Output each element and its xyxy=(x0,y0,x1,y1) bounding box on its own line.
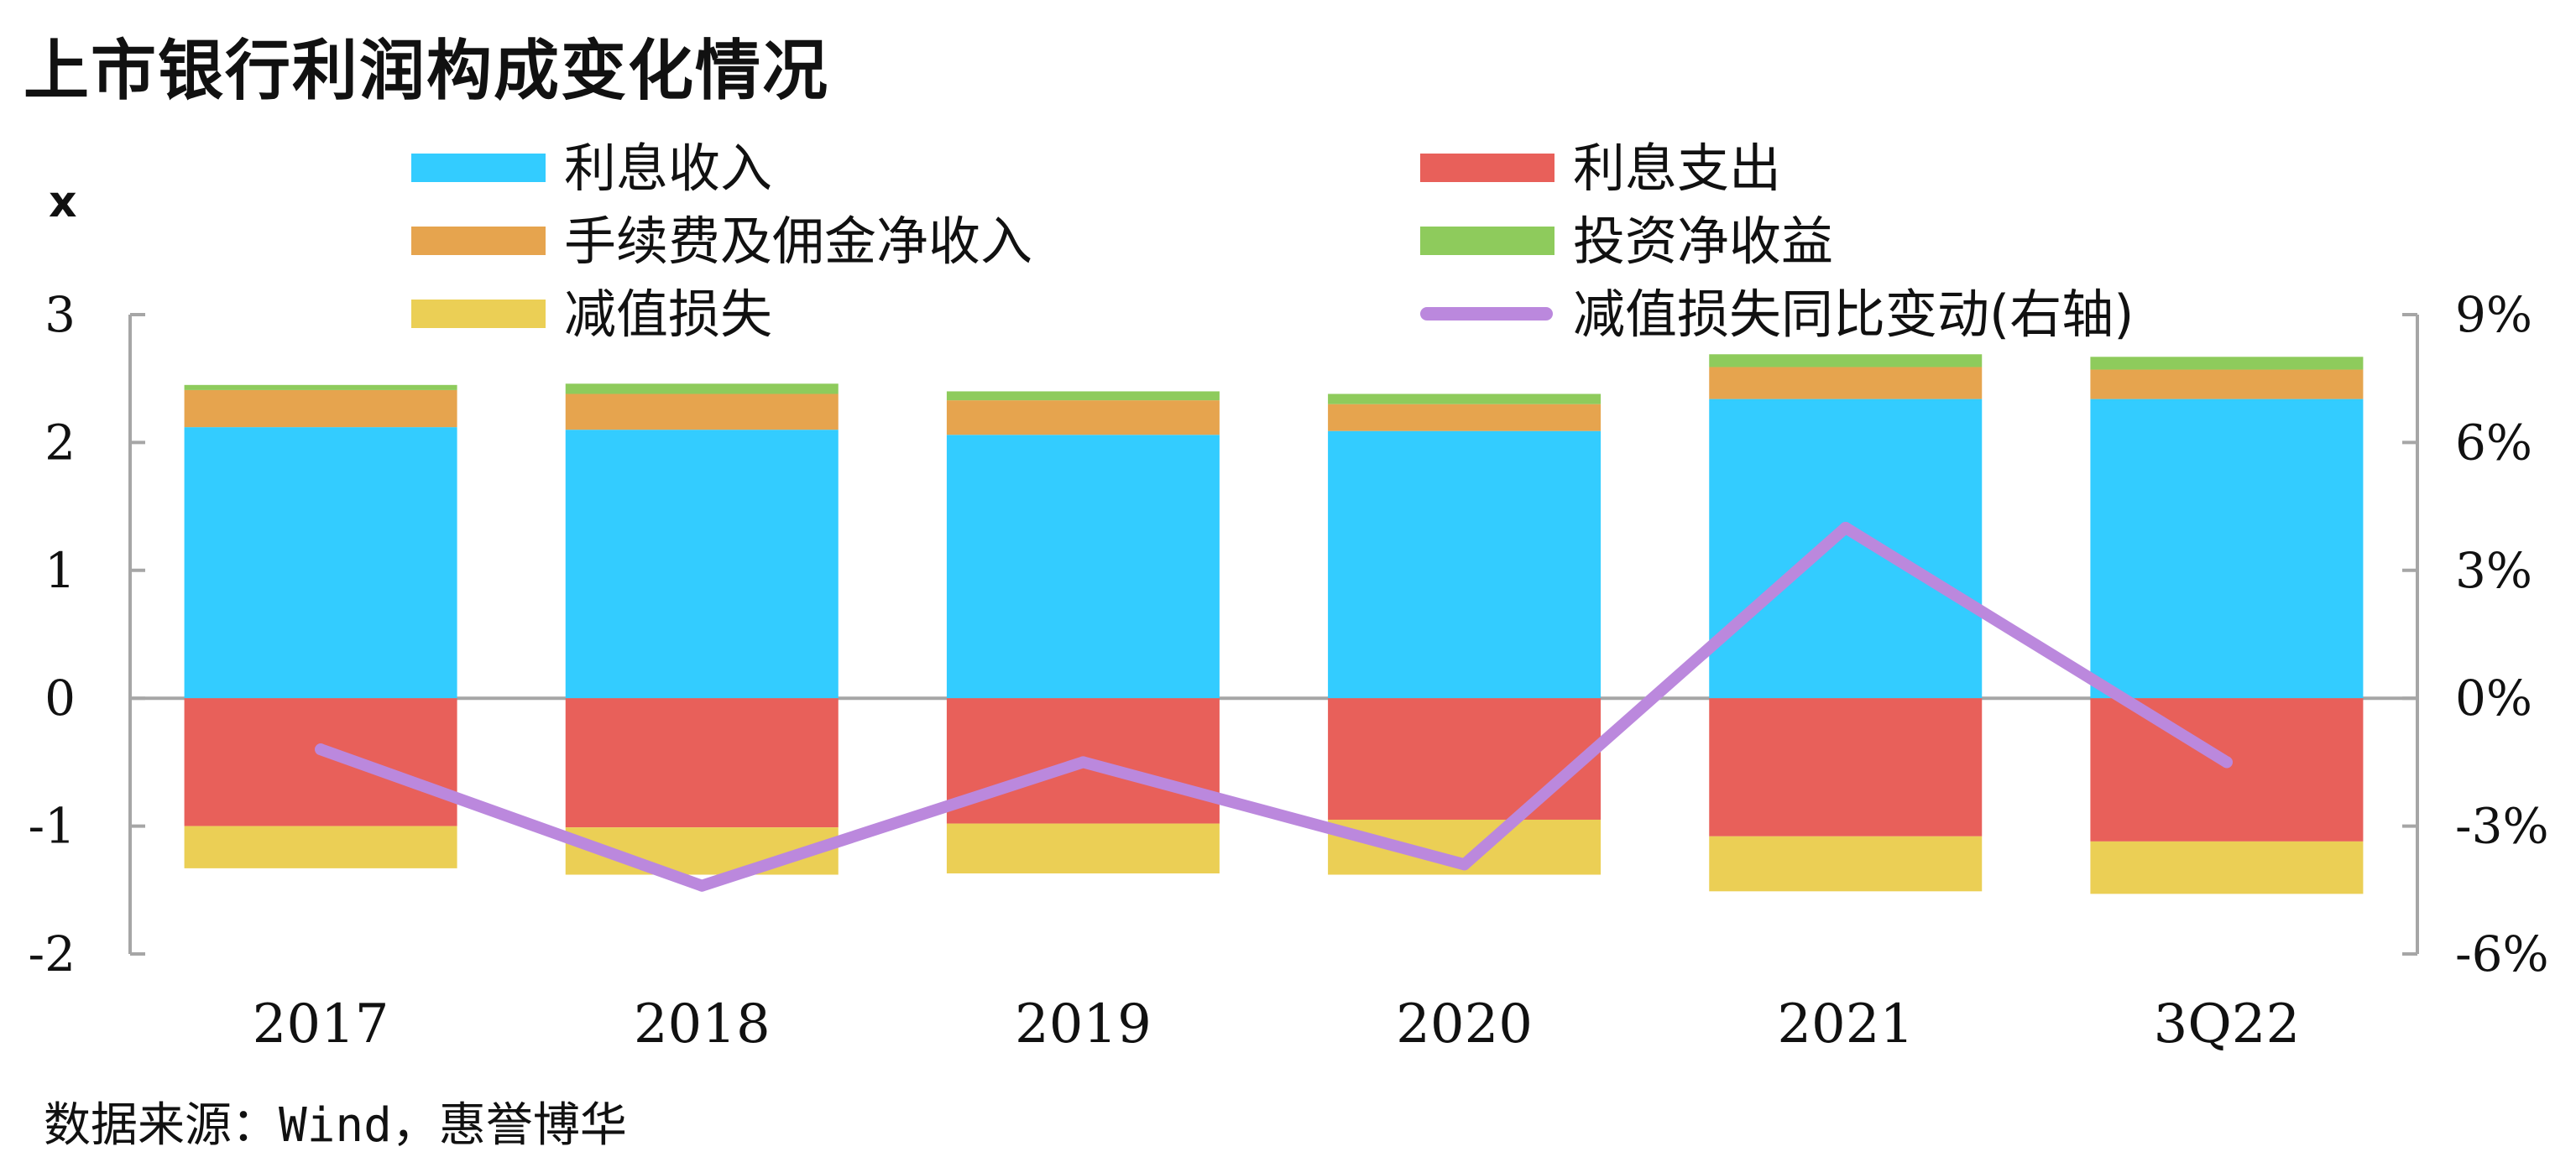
category-label: 2021 xyxy=(1777,993,1914,1055)
bar-segment-投资净收益 xyxy=(565,383,839,394)
axes: -2 -1 0 1 2 3 -6% -3% 0% 3% 6% 9% xyxy=(29,286,2549,982)
bar-segment-减值损失 xyxy=(184,826,457,868)
bar-segment-手续费及佣金净收入 xyxy=(2090,369,2364,399)
left-tick-label: -2 xyxy=(29,925,76,982)
bar-segment-减值损失 xyxy=(2090,841,2364,894)
line-point xyxy=(2220,756,2233,769)
right-tick-label: 0% xyxy=(2455,670,2532,727)
y-axis-label: x xyxy=(49,177,77,227)
legend-label: 利息支出 xyxy=(1573,138,1781,199)
category-label: 2020 xyxy=(1396,993,1533,1055)
legend-label: 投资净收益 xyxy=(1573,211,1833,272)
left-tick-label: 0 xyxy=(44,670,76,727)
bar-segment-手续费及佣金净收入 xyxy=(184,389,457,428)
left-tick-label: 3 xyxy=(44,286,76,343)
bar-segment-投资净收益 xyxy=(946,391,1220,401)
category-label: 3Q22 xyxy=(2154,993,2301,1055)
bar-segment-手续费及佣金净收入 xyxy=(946,400,1220,435)
bar-segment-利息收入 xyxy=(1709,399,1983,699)
category-label: 2018 xyxy=(634,993,771,1055)
bar-segment-利息支出 xyxy=(184,698,457,826)
bar-segment-利息收入 xyxy=(1328,430,1602,699)
line-path xyxy=(315,522,2233,892)
line-series xyxy=(315,522,2233,892)
category-labels: 2017 2018 2019 2020 2021 3Q22 xyxy=(253,993,2301,1055)
left-tick-label: 2 xyxy=(44,414,76,471)
right-tick-label: -6% xyxy=(2455,925,2549,982)
right-tick-label: 6% xyxy=(2455,414,2532,471)
legend-label: 手续费及佣金净收入 xyxy=(564,211,1032,272)
bar-segment-手续费及佣金净收入 xyxy=(1328,404,1602,431)
legend-label: 利息收入 xyxy=(564,138,772,199)
bar-segment-投资净收益 xyxy=(2090,357,2364,370)
bar-segment-利息支出 xyxy=(565,698,839,828)
bar-segment-利息收入 xyxy=(2090,399,2364,699)
right-tick-label: -3% xyxy=(2455,798,2549,855)
left-tick-label: -1 xyxy=(29,798,76,855)
bar-segment-利息支出 xyxy=(2090,698,2364,842)
bar-segment-利息支出 xyxy=(1709,698,1983,836)
bar-segment-利息收入 xyxy=(946,435,1220,699)
legend-swatch xyxy=(1420,154,1554,182)
legend-swatch xyxy=(411,154,546,182)
bar-segment-投资净收益 xyxy=(184,384,457,390)
legend-swatch xyxy=(1420,227,1554,255)
line-point xyxy=(1839,522,1852,534)
line-point xyxy=(1077,756,1089,769)
category-label: 2019 xyxy=(1015,993,1152,1055)
bar-segment-利息收入 xyxy=(565,430,839,699)
data-source-note: 数据来源：Wind，惠誉博华 xyxy=(44,1098,627,1153)
legend-label: 减值损失同比变动(右轴) xyxy=(1573,284,2134,345)
right-tick-label: 9% xyxy=(2455,286,2532,343)
legend-swatch xyxy=(411,300,546,328)
bar-segment-投资净收益 xyxy=(1709,354,1983,367)
bar-segment-减值损失 xyxy=(946,823,1220,873)
chart-title: 上市银行利润构成变化情况 xyxy=(24,34,830,109)
line-point xyxy=(696,879,708,892)
bar-segment-手续费及佣金净收入 xyxy=(1709,367,1983,399)
right-tick-label: 3% xyxy=(2455,542,2532,599)
bars xyxy=(184,354,2364,894)
legend-label: 减值损失 xyxy=(564,284,772,345)
left-tick-label: 1 xyxy=(44,542,76,599)
bar-segment-利息收入 xyxy=(184,427,457,699)
bar-segment-减值损失 xyxy=(1709,836,1983,892)
bar-segment-利息支出 xyxy=(1328,698,1602,820)
line-point xyxy=(1458,858,1471,871)
line-point xyxy=(315,743,327,756)
bar-segment-投资净收益 xyxy=(1328,393,1602,404)
bar-segment-手续费及佣金净收入 xyxy=(565,393,839,430)
category-label: 2017 xyxy=(253,993,389,1055)
legend-swatch xyxy=(411,227,546,255)
